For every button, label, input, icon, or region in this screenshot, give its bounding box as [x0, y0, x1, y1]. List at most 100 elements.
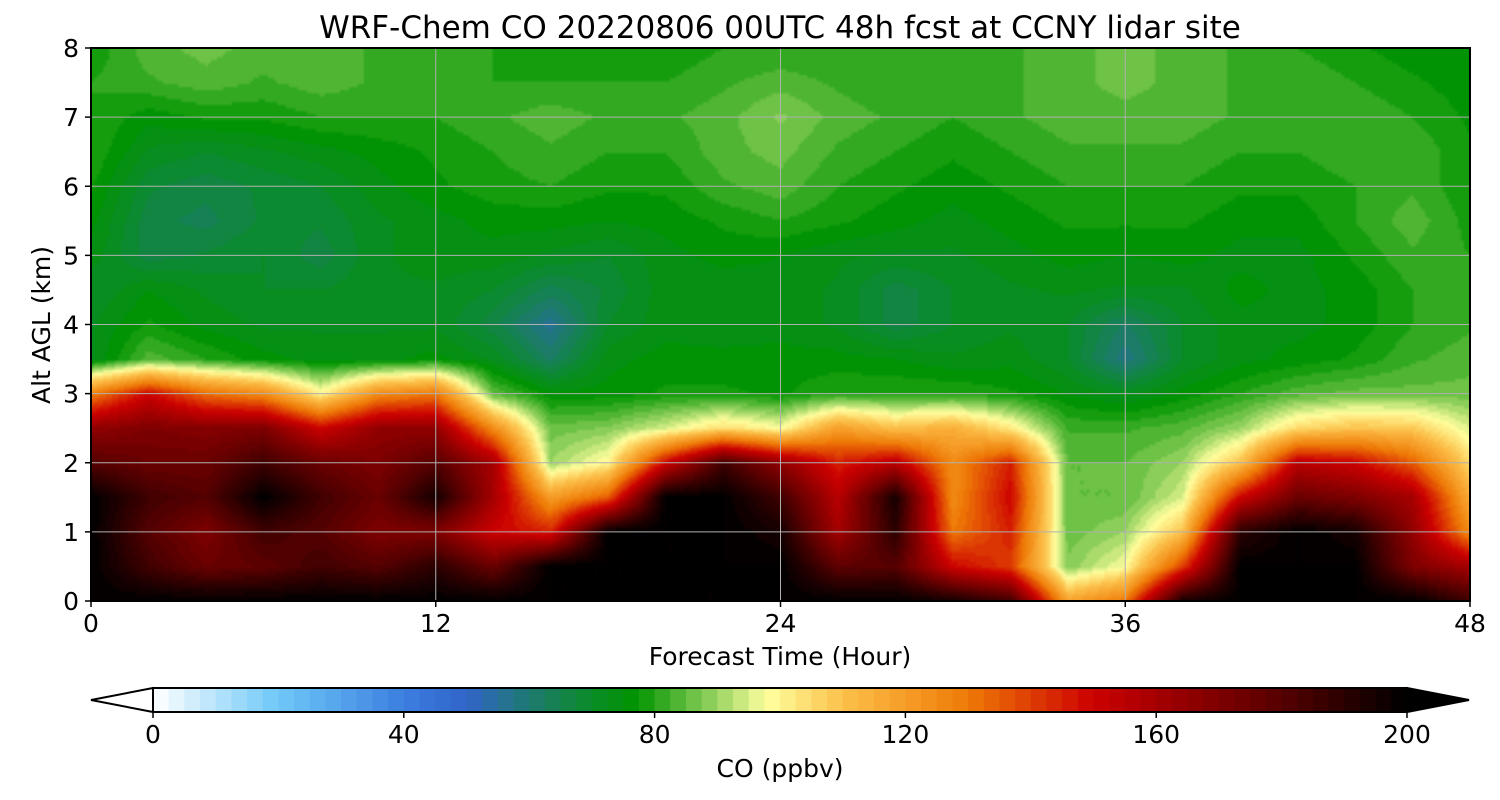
x-tick-label: 24 [765, 609, 797, 638]
colorbar-bin [905, 688, 922, 712]
colorbar-tick-label: 120 [882, 720, 930, 749]
colorbar-bin [1344, 688, 1361, 712]
colorbar-bin [482, 688, 499, 712]
colorbar-bin [325, 688, 342, 712]
colorbar-tick-label: 200 [1383, 720, 1431, 749]
colorbar-bin [1281, 688, 1298, 712]
colorbar-bin [1187, 688, 1204, 712]
colorbar-bin [184, 688, 201, 712]
colorbar-bin [623, 688, 640, 712]
colorbar-bin [827, 688, 844, 712]
colorbar-bins [153, 688, 1408, 712]
colorbar-bin [341, 688, 358, 712]
colorbar-bin [1359, 688, 1377, 712]
colorbar-bin [356, 688, 374, 712]
y-tick-label: 3 [63, 380, 79, 409]
colorbar-bin [576, 688, 593, 712]
colorbar-bin [842, 688, 859, 712]
colorbar-bin [780, 688, 797, 712]
colorbar-bin [231, 688, 248, 712]
colorbar-bin [874, 688, 891, 712]
colorbar-bin [403, 688, 421, 712]
x-tick-label: 36 [1109, 609, 1141, 638]
colorbar-bin [372, 688, 389, 712]
colorbar-bin [732, 688, 750, 712]
colorbar-bin [1234, 688, 1251, 712]
colorbar: 0 40 80 120 160 200 CO (ppbv) [90, 686, 1470, 783]
y-tick-label: 0 [63, 587, 79, 616]
colorbar-bin [1218, 688, 1236, 712]
colorbar-bin [1140, 688, 1157, 712]
colorbar-bin [388, 688, 405, 712]
chart-title: WRF-Chem CO 20220806 00UTC 48h fcst at C… [319, 10, 1241, 46]
x-tick-label: 48 [1454, 609, 1486, 638]
colorbar-bin [1015, 688, 1032, 712]
colorbar-bin [858, 688, 875, 712]
x-axis-label: Forecast Time (Hour) [649, 642, 912, 671]
colorbar-bin [153, 688, 170, 712]
y-tick-label: 5 [63, 241, 79, 270]
x-axis: 0 12 24 36 48 [83, 601, 1486, 638]
colorbar-bin [889, 688, 906, 712]
colorbar-bin [262, 688, 279, 712]
colorbar-tick-label: 40 [388, 720, 420, 749]
grid-lines [91, 48, 1470, 601]
colorbar-bin [450, 688, 468, 712]
colorbar-bin [999, 688, 1016, 712]
colorbar-bin [168, 688, 185, 712]
colorbar-bin [1171, 688, 1189, 712]
colorbar-bin [466, 688, 483, 712]
colorbar-ticks: 0 40 80 120 160 200 [145, 712, 1431, 749]
colorbar-bin [1312, 688, 1330, 712]
colorbar-bin [1124, 688, 1142, 712]
colorbar-bin [1391, 688, 1408, 712]
colorbar-bin [983, 688, 1001, 712]
colorbar-bin [1046, 688, 1063, 712]
colorbar-bin [795, 688, 812, 712]
colorbar-frame [152, 687, 1408, 713]
colorbar-bin [685, 688, 703, 712]
colorbar-bin [200, 688, 217, 712]
colorbar-bin [544, 688, 562, 712]
colorbar-bin [215, 688, 232, 712]
colorbar-bin [748, 688, 765, 712]
colorbar-bin [497, 688, 515, 712]
colorbar-bin [1109, 688, 1126, 712]
colorbar-bin [1062, 688, 1079, 712]
colorbar-bin [560, 688, 577, 712]
colorbar-bin [513, 688, 530, 712]
colorbar-bin [701, 688, 718, 712]
colorbar-bin [764, 688, 781, 712]
y-axis: 0 1 2 3 4 5 6 7 8 [63, 34, 91, 616]
colorbar-bin [435, 688, 452, 712]
colorbar-bin [591, 688, 609, 712]
plot-area [90, 47, 1471, 602]
colorbar-extend-low [90, 686, 154, 714]
colorbar-bin [529, 688, 546, 712]
y-axis-label: Alt AGL (km) [27, 246, 56, 404]
colorbar-bin [638, 688, 656, 712]
colorbar-bin [247, 688, 264, 712]
colorbar-bin [1297, 688, 1314, 712]
colorbar-bin [936, 688, 954, 712]
x-tick-label: 0 [83, 609, 99, 638]
colorbar-bin [654, 688, 671, 712]
colorbar-bin [1250, 688, 1267, 712]
colorbar-bin [1077, 688, 1095, 712]
colorbar-bin [1265, 688, 1283, 712]
colorbar-extend-high [1406, 686, 1470, 714]
colorbar-bin [1156, 688, 1173, 712]
colorbar-bin [309, 688, 327, 712]
colorbar-bin [607, 688, 624, 712]
colorbar-tick-label: 160 [1132, 720, 1180, 749]
colorbar-bin [1030, 688, 1048, 712]
colorbar-bin [278, 688, 295, 712]
colorbar-bin [811, 688, 828, 712]
colorbar-bin [1328, 688, 1345, 712]
y-tick-label: 7 [63, 103, 79, 132]
y-tick-label: 4 [63, 311, 79, 340]
y-tick-label: 1 [63, 518, 79, 547]
x-tick-label: 12 [420, 609, 452, 638]
colorbar-bin [717, 688, 734, 712]
